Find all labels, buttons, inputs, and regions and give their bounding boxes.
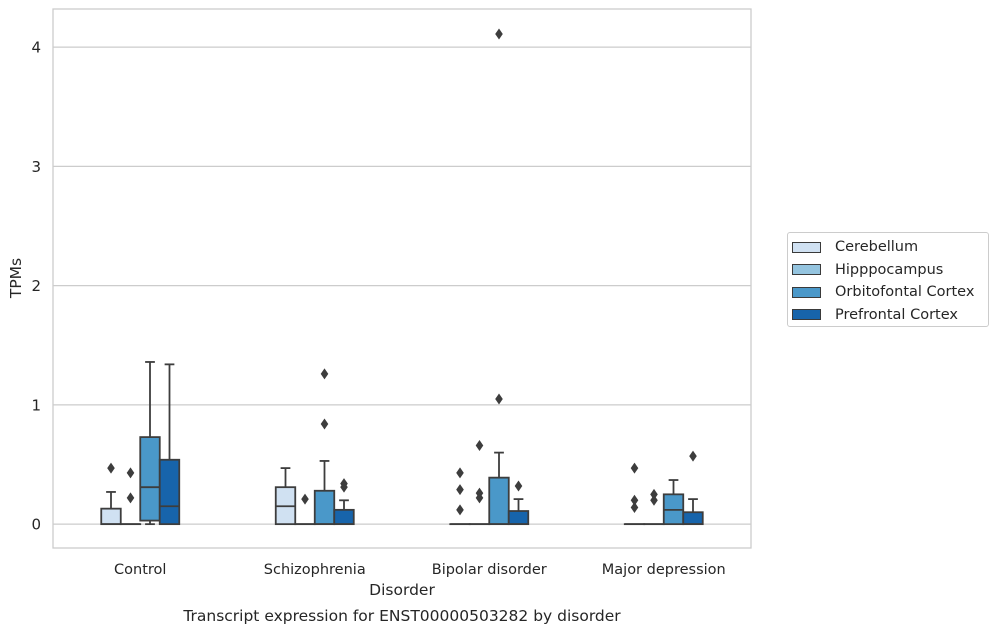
legend: Cerebellum Hipppocampus Orbitofontal Corte… bbox=[787, 232, 989, 327]
box-iqr bbox=[333, 508, 355, 526]
figure-caption: Transcript expression for ENST0000050328… bbox=[183, 607, 621, 625]
box-series bbox=[100, 28, 704, 526]
legend-swatch bbox=[792, 264, 821, 276]
y-tick-label: 2 bbox=[31, 277, 41, 295]
x-axis-ticks: Control Schizophrenia Bipolar disorder Majo… bbox=[114, 562, 726, 578]
y-tick-label: 0 bbox=[31, 516, 41, 534]
box-iqr bbox=[100, 507, 122, 526]
outlier-point bbox=[320, 368, 329, 380]
legend-swatch bbox=[792, 309, 821, 321]
outlier-point bbox=[126, 492, 135, 504]
x-axis-label: Disorder bbox=[369, 581, 435, 599]
outlier-point bbox=[630, 462, 639, 474]
box-iqr bbox=[139, 436, 161, 522]
box-group bbox=[274, 467, 297, 526]
outlier-point bbox=[689, 450, 697, 462]
outlier-point bbox=[495, 28, 503, 40]
outlier-point bbox=[456, 467, 464, 479]
box-group bbox=[682, 450, 704, 526]
outlier-point bbox=[630, 494, 639, 506]
outlier-point bbox=[107, 462, 115, 474]
box-group bbox=[294, 493, 316, 526]
outlier-point bbox=[301, 493, 309, 505]
outlier-point bbox=[456, 504, 464, 516]
legend-item: Hipppocampus bbox=[792, 259, 988, 282]
outlier-point bbox=[630, 501, 639, 513]
y-axis-ticks: 0 1 2 3 4 bbox=[31, 39, 41, 534]
x-tick-label: Control bbox=[114, 562, 166, 578]
box-group bbox=[313, 368, 336, 526]
x-tick-label: Bipolar disorder bbox=[432, 562, 547, 578]
outlier-point bbox=[126, 467, 135, 479]
legend-label: Orbitofontal Cortex bbox=[835, 284, 975, 301]
legend-swatch bbox=[792, 286, 821, 298]
outlier-point bbox=[475, 487, 484, 499]
box-iqr bbox=[313, 489, 336, 526]
y-axis-label: TPMs bbox=[7, 258, 25, 299]
box-iqr bbox=[682, 511, 704, 526]
outlier-point bbox=[456, 484, 464, 496]
box-group bbox=[643, 488, 665, 526]
legend-swatch bbox=[792, 241, 821, 253]
box-group bbox=[333, 478, 355, 526]
box-group bbox=[662, 479, 685, 526]
box-iqr bbox=[507, 510, 530, 526]
outlier-point bbox=[340, 478, 348, 490]
box-group bbox=[623, 462, 646, 526]
plot-area-frame bbox=[52, 8, 752, 549]
legend-label: Cerebellum bbox=[835, 239, 919, 256]
legend-label: Prefrontal Cortex bbox=[835, 306, 958, 323]
outlier-point bbox=[514, 480, 523, 492]
y-tick-label: 3 bbox=[31, 158, 41, 176]
outlier-point bbox=[475, 439, 484, 451]
box-group bbox=[449, 467, 471, 526]
x-tick-label: Schizophrenia bbox=[264, 562, 366, 578]
box-group bbox=[507, 480, 530, 526]
x-tick-label: Major depression bbox=[602, 562, 726, 578]
y-tick-label: 4 bbox=[31, 39, 41, 57]
legend-label: Hipppocampus bbox=[835, 261, 944, 278]
box-group bbox=[158, 363, 181, 526]
legend-item: Cerebellum bbox=[792, 236, 988, 259]
legend-item: Prefrontal Cortex bbox=[792, 304, 988, 327]
box-group bbox=[100, 462, 122, 526]
box-group bbox=[139, 361, 161, 526]
box-iqr bbox=[488, 476, 510, 526]
box-group bbox=[468, 439, 491, 526]
legend-item: Orbitofontal Cortex bbox=[792, 281, 988, 304]
outlier-point bbox=[495, 393, 503, 405]
box-iqr bbox=[158, 458, 181, 526]
box-group bbox=[488, 28, 510, 526]
outlier-point bbox=[650, 488, 658, 500]
box-group bbox=[119, 467, 142, 526]
y-tick-label: 1 bbox=[31, 396, 41, 414]
outlier-point bbox=[320, 418, 329, 430]
outlier-point bbox=[650, 494, 658, 506]
